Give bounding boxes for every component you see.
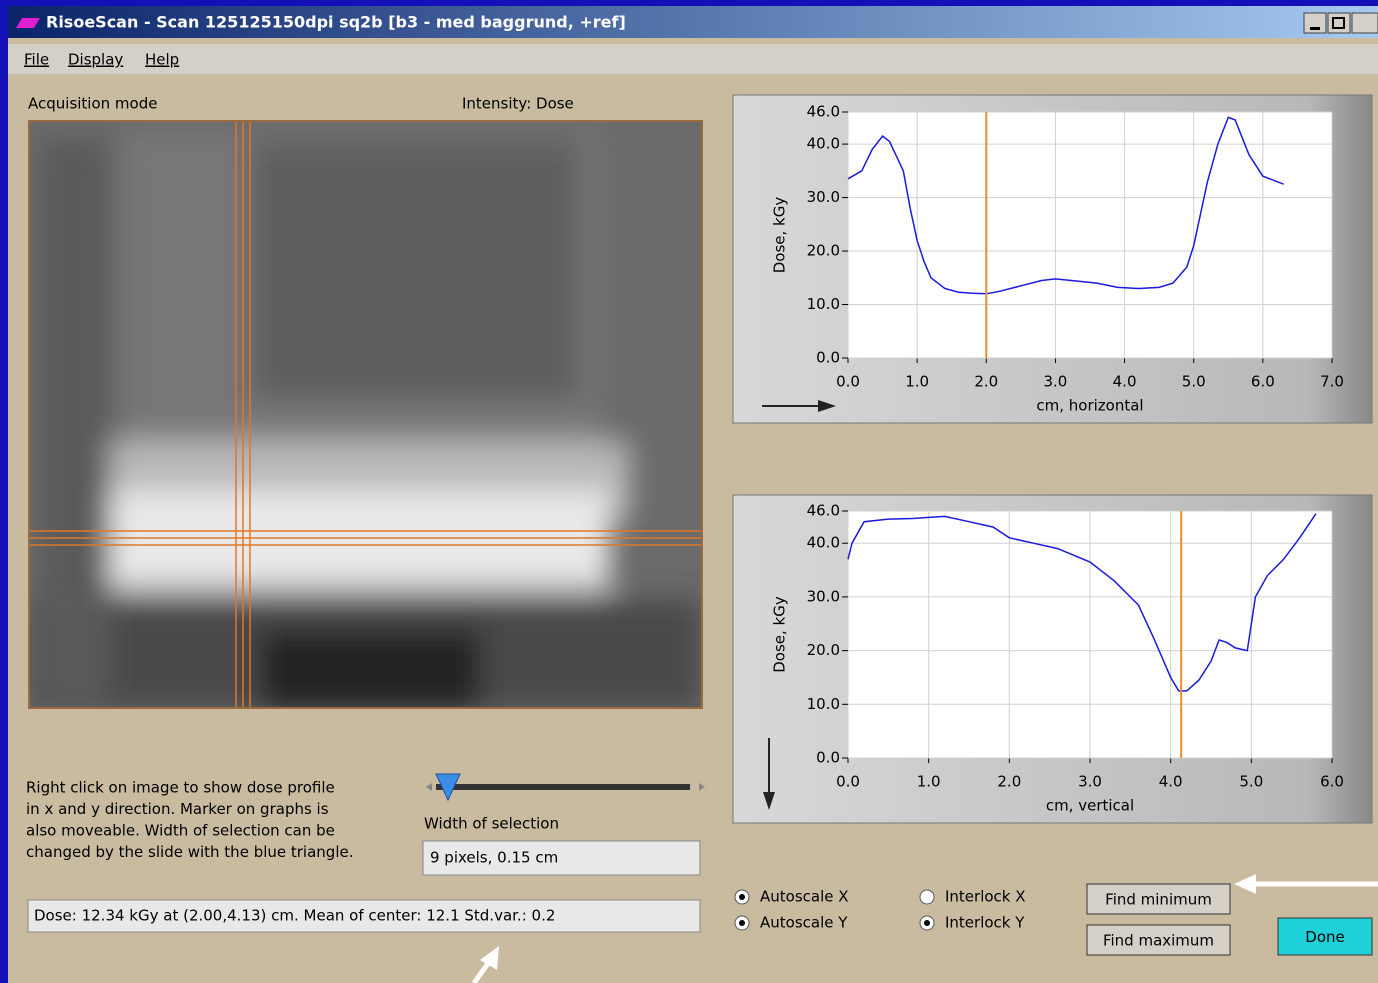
width-value: 9 pixels, 0.15 cm [430,849,558,867]
x-tick-label: 3.0 [1078,773,1102,791]
menu-item[interactable]: File [24,51,49,69]
y-tick-label: 30.0 [807,587,840,605]
option-label: Interlock X [945,888,1026,906]
x-tick-label: 5.0 [1182,373,1206,391]
mode-label: Acquisition mode [28,95,157,113]
menu-item[interactable]: Help [145,51,179,69]
y-tick-label: 0.0 [816,749,840,767]
width-label: Width of selection [424,815,559,833]
menu-bar [8,44,1378,74]
title-bar [8,6,1378,38]
y-axis-label: Dose, kGy [771,596,789,673]
radio[interactable] [919,889,935,905]
x-tick-label: 6.0 [1251,373,1275,391]
x-tick-label: 0.0 [836,773,860,791]
instruction-line: Right click on image to show dose profil… [26,779,335,797]
button-label[interactable]: Find minimum [1105,891,1212,909]
scan-image[interactable] [28,120,703,710]
plot-area [847,111,1333,359]
x-axis-label: cm, horizontal [1036,397,1143,415]
y-tick-label: 40.0 [807,534,840,552]
y-tick-label: 46.0 [807,502,840,520]
annotation-arrows [471,874,1378,983]
radio-dot [924,920,930,926]
instruction-line: in x and y direction. Marker on graphs i… [26,800,329,818]
profile-line [847,513,1317,692]
button[interactable] [1277,917,1373,956]
button-label[interactable]: Done [1305,928,1344,946]
x-tick-label: 5.0 [1239,773,1263,791]
window-title: RisoeScan - Scan 125125150dpi sq2b [b3 -… [46,13,626,32]
option-label: Interlock Y [945,914,1025,932]
x-tick-label: 1.0 [917,773,941,791]
window-controls[interactable] [1303,12,1378,34]
x-tick-label: 3.0 [1043,373,1067,391]
x-axis-label: cm, vertical [1046,797,1134,815]
radio-dot [739,920,745,926]
y-tick-label: 10.0 [807,695,840,713]
profile-line [847,116,1284,295]
direction-arrow-head [818,400,836,412]
x-tick-label: 2.0 [974,373,998,391]
instruction-line: also moveable. Width of selection can be [26,822,335,840]
intensity-label: Intensity: Dose [462,95,574,113]
y-axis-label: Dose, kGy [771,197,789,274]
x-tick-label: 7.0 [1320,373,1344,391]
x-tick-label: 6.0 [1320,773,1344,791]
y-tick-label: 20.0 [807,242,840,260]
width-box [422,840,701,876]
x-tick-label: 1.0 [905,373,929,391]
status-box [27,899,701,933]
option-label: Autoscale Y [760,914,848,932]
y-tick-label: 40.0 [807,135,840,153]
option-label: Autoscale X [760,888,849,906]
menu-item[interactable]: Display [68,51,123,69]
direction-arrow-head [763,792,775,810]
x-tick-label: 4.0 [1159,773,1183,791]
status-text: Dose: 12.34 kGy at (2.00,4.13) cm. Mean … [34,907,555,925]
button-label[interactable]: Find maximum [1103,932,1214,950]
x-tick-label: 4.0 [1113,373,1137,391]
y-tick-label: 46.0 [807,103,840,121]
y-tick-label: 30.0 [807,188,840,206]
y-tick-label: 10.0 [807,295,840,313]
y-tick-label: 0.0 [816,349,840,367]
instruction-line: changed by the slide with the blue trian… [26,843,353,861]
width-slider[interactable] [426,773,705,802]
radio-dot [739,894,745,900]
button[interactable] [1086,924,1231,956]
app-icon [16,18,40,28]
x-tick-label: 0.0 [836,373,860,391]
button[interactable] [1086,883,1231,915]
y-tick-label: 20.0 [807,641,840,659]
x-tick-label: 2.0 [997,773,1021,791]
